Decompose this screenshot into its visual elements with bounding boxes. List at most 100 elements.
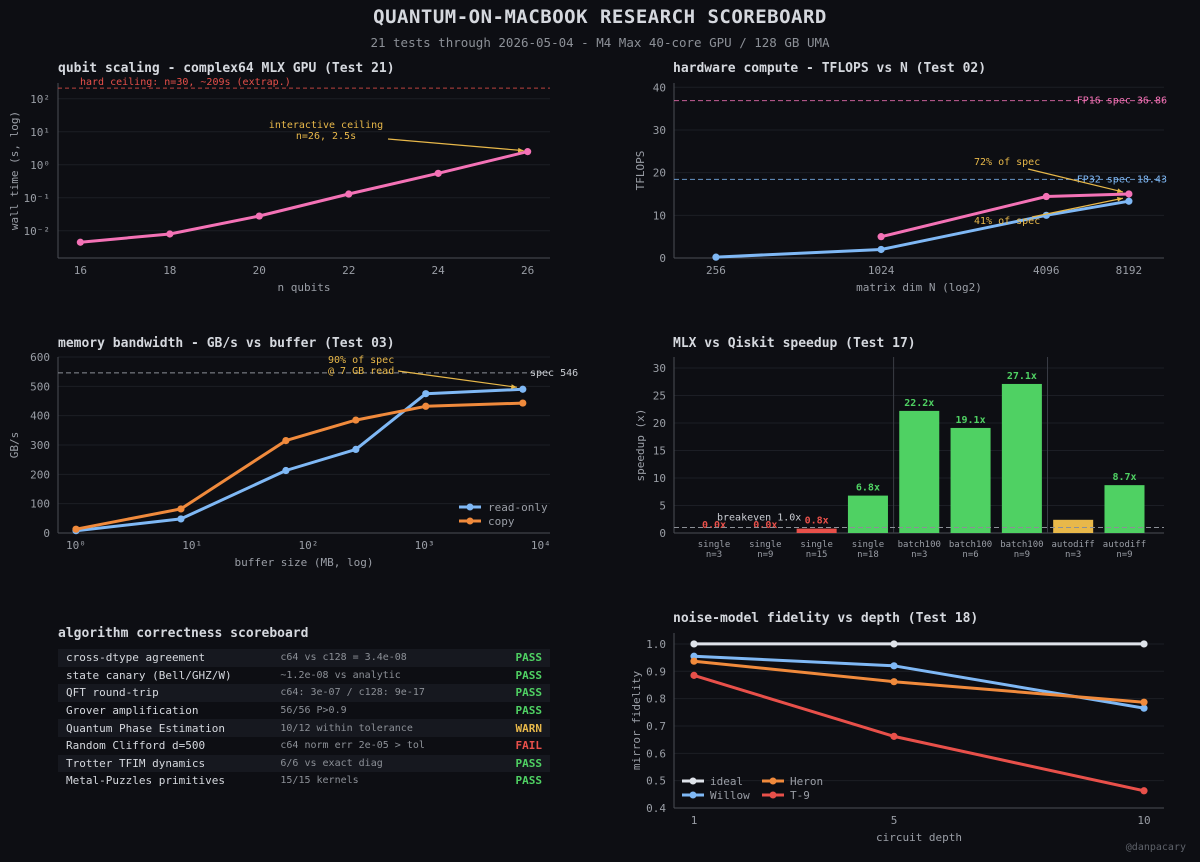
test-detail: c64: 3e-07 / c128: 9e-17 (280, 687, 425, 699)
test-status: PASS (515, 756, 542, 770)
qubit-scaling-point (255, 212, 263, 220)
x-tick-label: 256 (706, 264, 726, 277)
fidelity-t-9-point (890, 732, 898, 740)
x-tick-label: 10² (298, 539, 318, 552)
annotation-arrowhead (511, 384, 517, 389)
y-axis-label: speedup (x) (634, 409, 647, 482)
bandwidth-read-only-point (177, 515, 185, 523)
legend-marker (689, 791, 697, 799)
tflops-fp16-point (1125, 190, 1133, 198)
memory-bandwidth-chart: memory bandwidth - GB/s vs buffer (Test … (8, 336, 578, 569)
fidelity-t-9-point (690, 671, 698, 679)
tflops-fp16-point (877, 233, 885, 241)
x-tick-label: 4096 (1033, 264, 1060, 277)
bar-value-label: 19.1x (956, 415, 986, 426)
speedup-bar (796, 528, 837, 533)
hard-ceiling-label: hard ceiling: n=30, ~209s (extrap.) (80, 77, 291, 88)
test-name: Trotter TFIM dynamics (66, 756, 206, 770)
speedup-bar (1001, 383, 1042, 533)
speedup-bar (899, 410, 940, 533)
test-name: QFT round-trip (66, 686, 159, 700)
y-tick-label: 0.6 (646, 747, 666, 760)
tflops-fp32-point (1042, 211, 1050, 219)
x-tick-label: autodiff (1052, 540, 1095, 550)
y-axis-label: wall time (s, log) (8, 111, 21, 230)
bandwidth-read-only-point (282, 466, 290, 475)
x-axis-label: matrix dim N (log2) (856, 281, 982, 294)
y-tick-label: 10¹ (30, 126, 50, 139)
bandwidth-read-only-point (352, 445, 360, 453)
speedup-bar (1104, 485, 1145, 533)
scoreboard-title: algorithm correctness scoreboard (58, 626, 309, 641)
qubit-scaling-point (166, 230, 174, 238)
bandwidth-read-only-point (422, 390, 430, 398)
y-axis-label: GB/s (8, 432, 21, 459)
annotation-text: 90% of spec (328, 355, 394, 366)
y-tick-label: 0.7 (646, 720, 666, 733)
test-status: PASS (515, 704, 542, 718)
scoreboard-row: Trotter TFIM dynamics 6/6 vs exact diag PA… (58, 754, 550, 773)
chart-title: qubit scaling - complex64 MLX GPU (Test … (58, 61, 395, 76)
annotation-text: interactive ceiling (269, 120, 383, 131)
x-tick-label: n=18 (857, 550, 879, 560)
speedup-bar-chart: MLX vs Qiskit speedup (Test 17) 0 5 10 15 20 2… (634, 336, 1164, 560)
y-tick-label: 10⁰ (30, 159, 50, 172)
bar-value-label: 22.2x (904, 398, 934, 409)
annotation-text: 41% of spec (974, 216, 1040, 227)
legend-marker (769, 777, 777, 785)
y-tick-label: 200 (30, 468, 50, 481)
page-subtitle: 21 tests through 2026-05-04 - M4 Max 40-… (370, 35, 830, 50)
annotation-arrow (397, 370, 517, 388)
y-tick-label: 10⁻² (24, 225, 51, 238)
annotation-text: n=26, 2.5s (296, 131, 356, 142)
scoreboard-row: Quantum Phase Estimation 10/12 within tol… (58, 719, 550, 737)
x-tick-label: 10⁰ (66, 539, 86, 552)
y-tick-label: 30 (653, 124, 666, 137)
annotation-arrow (1031, 197, 1124, 218)
y-tick-label: 5 (659, 500, 666, 513)
legend-label: Willow (710, 789, 750, 802)
y-tick-label: 0.8 (646, 693, 666, 706)
bar-value-label: 8.7x (1112, 472, 1136, 483)
x-tick-label: single (749, 540, 782, 550)
test-status: WARN (515, 721, 542, 735)
y-tick-label: 600 (30, 351, 50, 364)
test-detail: c64 vs c128 = 3.4e-08 (280, 652, 407, 664)
breakeven-label: breakeven 1.0x (717, 513, 801, 524)
y-tick-label: 10² (30, 93, 50, 106)
tflops-fp32-point (712, 253, 720, 261)
legend-label: ideal (710, 775, 743, 788)
test-name: state canary (Bell/GHZ/W) (66, 668, 232, 682)
x-tick-label: 22 (342, 264, 355, 277)
fidelity-heron-point (890, 678, 898, 686)
bandwidth-copy-point (352, 416, 360, 424)
test-status: FAIL (515, 739, 542, 753)
x-tick-label: 10⁴ (531, 539, 551, 552)
tflops-fp32-line (714, 199, 1131, 259)
x-tick-label: n=3 (911, 550, 927, 560)
test-name: Quantum Phase Estimation (66, 721, 225, 735)
legend-label: T-9 (790, 789, 810, 802)
legend-label: copy (488, 515, 515, 528)
credit-handle: @danpacary (1125, 842, 1186, 853)
y-axis-label: TFLOPS (634, 151, 647, 191)
scoreboard-row: cross-dtype agreement c64 vs c128 = 3.4e-… (58, 649, 550, 667)
legend-label: Heron (790, 775, 823, 788)
qubit-scaling-line (78, 150, 530, 244)
x-axis-label: circuit depth (876, 831, 962, 844)
y-tick-label: 10⁻¹ (24, 192, 51, 205)
y-tick-label: 300 (30, 439, 50, 452)
x-tick-label: n=9 (757, 550, 773, 560)
bar-value-label: 0.0x (702, 520, 726, 531)
x-tick-label: 10¹ (182, 539, 202, 552)
y-tick-label: 0.9 (646, 665, 666, 678)
fidelity-ideal-point (690, 640, 698, 648)
x-tick-label: n=9 (1014, 550, 1030, 560)
test-name: Grover amplification (66, 704, 199, 718)
qubit-scaling-point (345, 190, 353, 198)
bandwidth-copy-point (177, 505, 185, 513)
qubit-scaling-chart: qubit scaling - complex64 MLX GPU (Test … (8, 61, 550, 294)
x-tick-label: batch100 (949, 540, 992, 550)
annotation-text: 72% of spec (974, 157, 1040, 168)
y-tick-label: 0 (659, 252, 666, 265)
